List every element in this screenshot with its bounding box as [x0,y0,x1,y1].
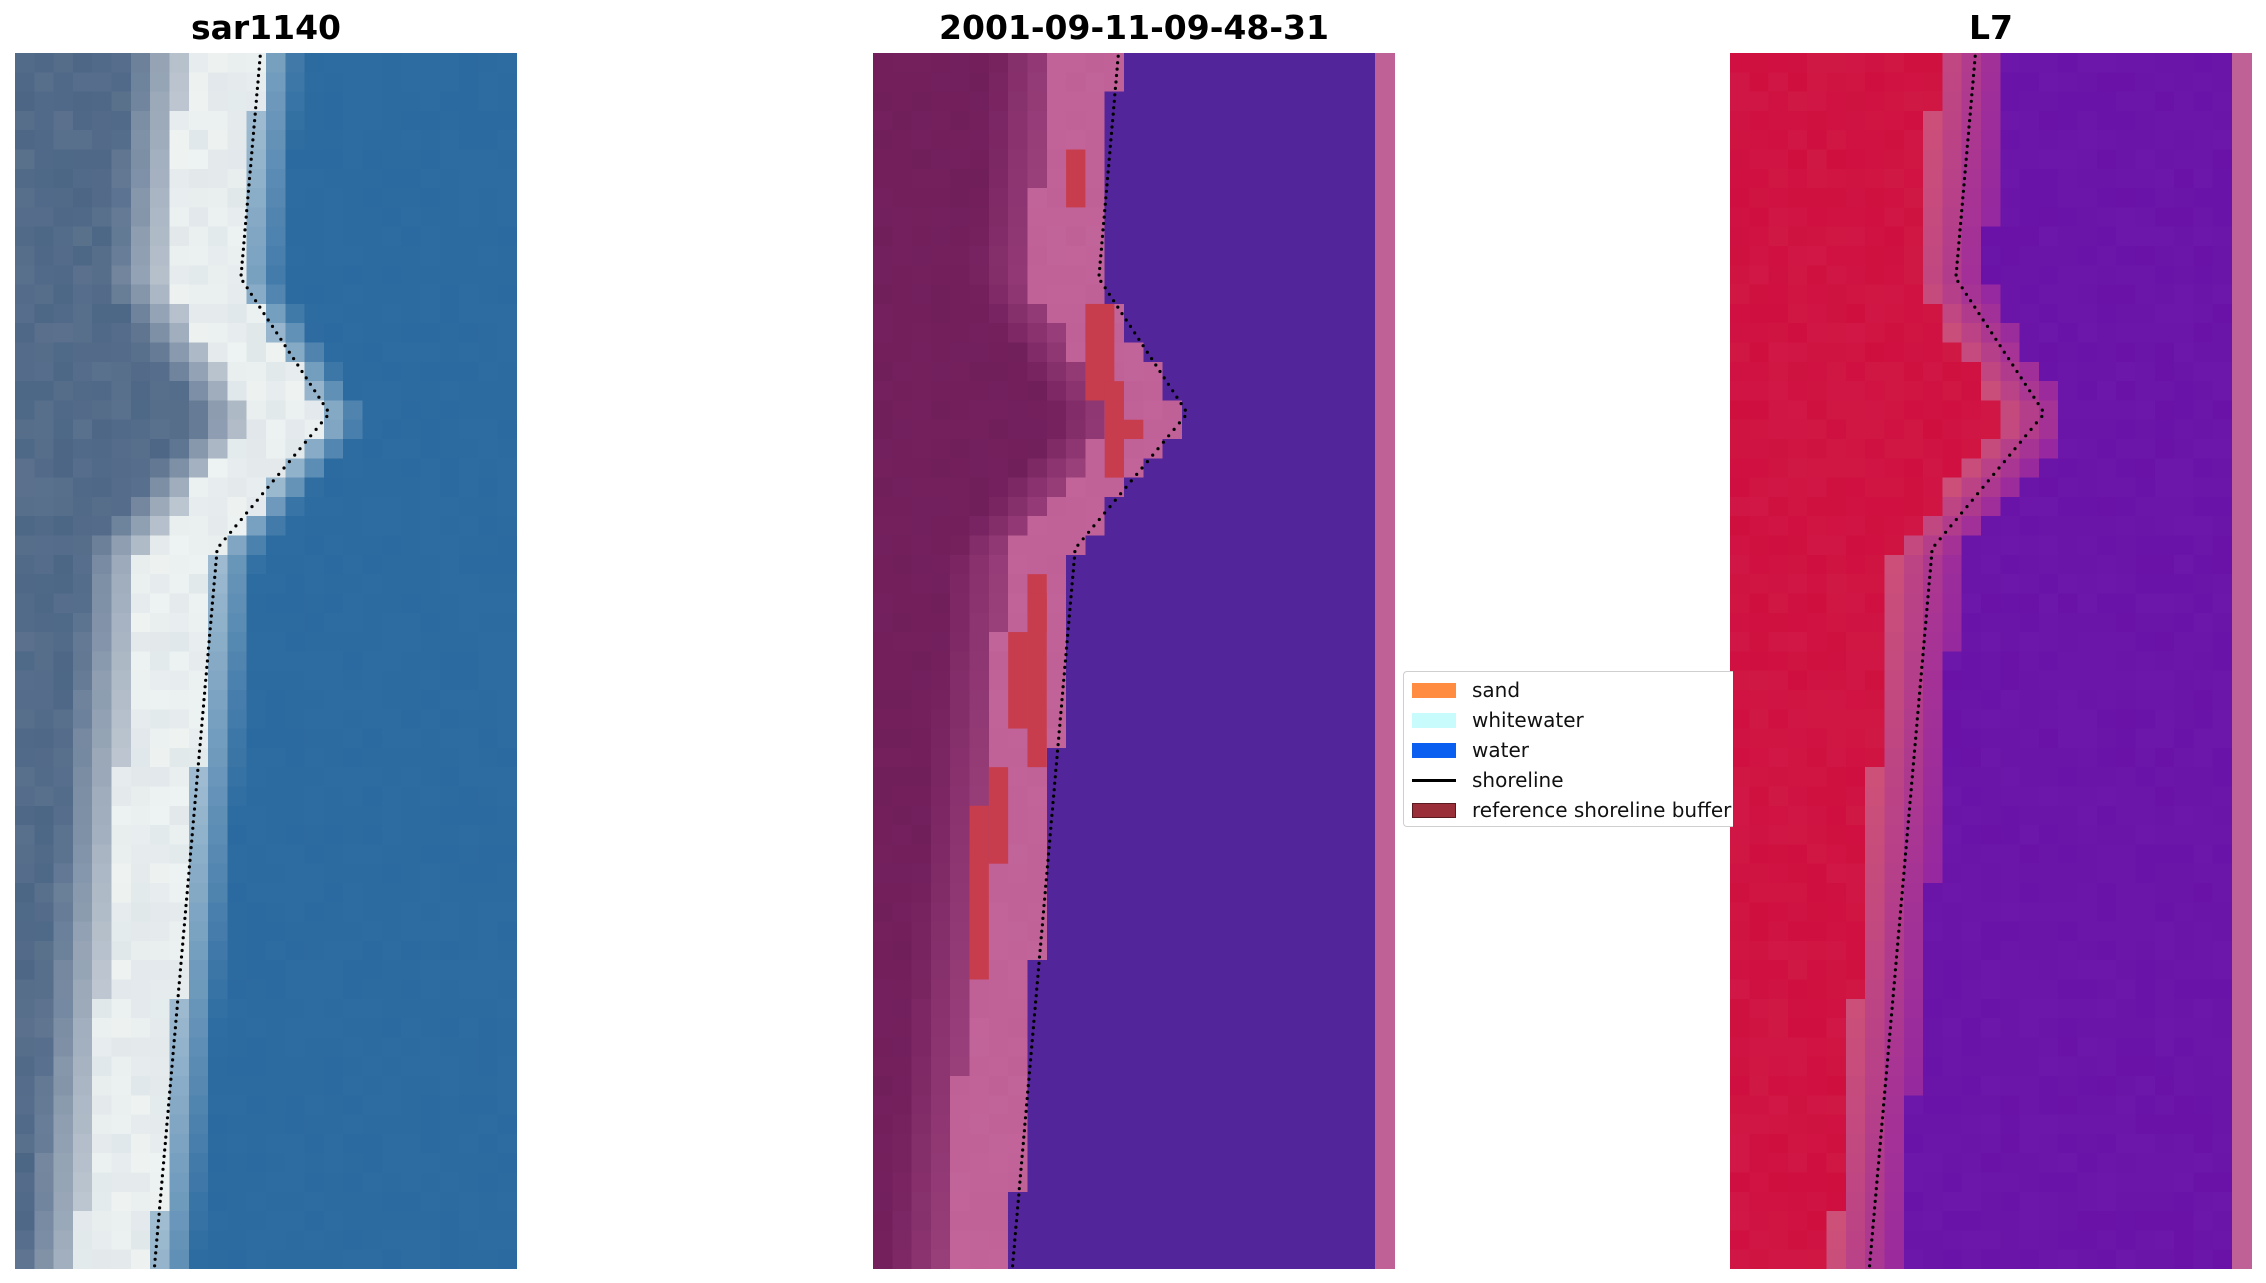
panel-title-mndwi: L7 [1969,8,2013,47]
reference-buffer-swatch [1412,802,1456,818]
reference-buffer-patch [1124,419,1144,440]
legend-item-water: water [1412,737,1529,763]
reference-buffer-patch [1008,632,1028,729]
shoreline-dots [1868,54,2044,1268]
legend-label: water [1472,738,1529,762]
legend-box: sand whitewater water shoreline referenc… [1403,671,1733,827]
shoreline-dots [1011,54,1187,1268]
legend-label: shoreline [1472,768,1564,792]
reference-buffer-patch [1104,381,1124,478]
buffer-strip [2232,53,2252,1269]
classified-image-panel [873,53,1395,1269]
mndwi-image-panel [1730,53,2252,1269]
whitewater-swatch [1412,712,1456,728]
water-swatch [1412,742,1456,758]
legend-label: reference shoreline buffer [1472,798,1732,822]
buffer-strip [1375,53,1395,1269]
panel-title-classified: 2001-09-11-09-48-31 [939,8,1329,47]
legend-item-reference-buffer: reference shoreline buffer [1412,797,1731,823]
reference-buffer-patch [1027,593,1047,768]
shoreline-line-swatch [1412,778,1456,782]
pixel-grid [1730,53,2233,1269]
panel-title-rgb: sar1140 [190,8,342,47]
pixel-grid [15,53,517,1269]
rgb-image-panel [15,53,517,1269]
sand-swatch [1412,682,1456,698]
shoreline-dots [153,54,329,1268]
reference-buffer-patch [988,767,1009,864]
legend-label: whitewater [1472,708,1584,732]
legend-item-sand: sand [1412,677,1520,703]
legend-item-whitewater: whitewater [1412,707,1584,733]
reference-buffer-patch [1066,149,1086,208]
reference-buffer-patch [969,805,989,980]
pixel-grid [873,53,1376,1269]
legend-item-shoreline: shoreline [1412,767,1564,793]
legend-label: sand [1472,678,1521,702]
